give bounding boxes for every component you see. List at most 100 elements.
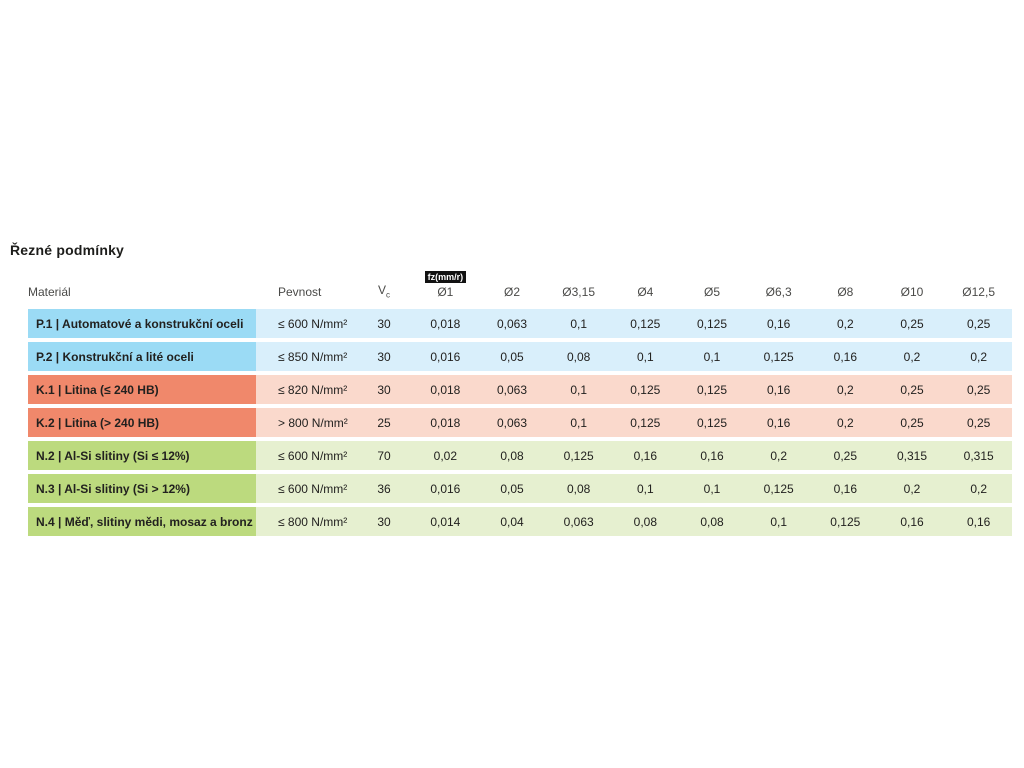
fz-value-cell: 0,125 — [611, 309, 679, 338]
fz-value-cell: 0,2 — [945, 474, 1012, 503]
fz-value-cell: 0,2 — [745, 441, 812, 470]
fz-value-cell: 0,1 — [745, 507, 812, 536]
fz-value-cell: 0,315 — [878, 441, 946, 470]
fz-value-cell: 0,018 — [412, 375, 479, 404]
strength-cell: ≤ 820 N/mm² — [256, 375, 356, 404]
fz-value-cell: 0,2 — [945, 342, 1012, 371]
fz-value-cell: 0,08 — [678, 507, 746, 536]
fz-value-cell: 0,016 — [412, 342, 479, 371]
table-row: N.3 | Al-Si slitiny (Si > 12%) ≤ 600 N/mm… — [28, 474, 1012, 503]
col-header-dia-6: Ø6,3 — [745, 285, 812, 302]
fz-value-cell: 0,2 — [811, 309, 879, 338]
fz-value-cell: 0,063 — [478, 309, 546, 338]
fz-value-cell: 0,16 — [878, 507, 946, 536]
fz-value-cell: 0,05 — [478, 474, 546, 503]
fz-value-cell: 0,08 — [545, 342, 612, 371]
fz-value-cell: 0,16 — [745, 408, 812, 437]
vc-cell: 30 — [356, 309, 412, 338]
fz-value-cell: 0,2 — [878, 474, 946, 503]
fz-value-cell: 0,16 — [811, 474, 879, 503]
strength-cell: ≤ 800 N/mm² — [256, 507, 356, 536]
fz-value-cell: 0,16 — [945, 507, 1012, 536]
col-header-strength: Pevnost — [278, 285, 322, 299]
fz-value-cell: 0,25 — [945, 309, 1012, 338]
col-header-dia-8: Ø10 — [879, 285, 946, 302]
strength-cell: > 800 N/mm² — [256, 408, 356, 437]
fz-value-cell: 0,125 — [545, 441, 612, 470]
material-cell: K.1 | Litina (≤ 240 HB) — [28, 375, 256, 404]
table-header-row: Materiál Pevnost Vc fz(mm/r) Ø1 Ø2 Ø3,15 Ø4 Ø… — [28, 271, 1012, 302]
col-header-material: Materiál — [28, 285, 71, 299]
fz-value-cell: 0,25 — [811, 441, 879, 470]
fz-value-cell: 0,02 — [412, 441, 479, 470]
col-header-dia-3: Ø3,15 — [545, 285, 612, 302]
fz-value-cell: 0,125 — [745, 342, 812, 371]
vc-cell: 70 — [356, 441, 412, 470]
vc-symbol: V — [377, 282, 386, 297]
col-header-label: Ø8 — [837, 285, 854, 299]
fz-value-cell: 0,04 — [478, 507, 546, 536]
fz-value-cell: 0,25 — [878, 408, 946, 437]
fz-value-cell: 0,1 — [611, 474, 679, 503]
table-body: P.1 | Automatové a konstrukční oceli ≤ 60… — [28, 309, 1012, 536]
fz-value-cell: 0,16 — [745, 375, 812, 404]
col-header-dia-1: fz(mm/r) Ø1 — [412, 271, 479, 302]
fz-value-cell: 0,018 — [412, 408, 479, 437]
fz-value-cell: 0,25 — [878, 375, 946, 404]
col-header-dia-7: Ø8 — [812, 285, 879, 302]
fz-value-cell: 0,1 — [545, 309, 612, 338]
table-row: K.2 | Litina (> 240 HB) > 800 N/mm² 25 0,01… — [28, 408, 1012, 437]
col-header-label: Ø6,3 — [765, 285, 792, 299]
strength-cell: ≤ 600 N/mm² — [256, 309, 356, 338]
table-row: N.4 | Měď, slitiny mědi, mosaz a bronz ≤ … — [28, 507, 1012, 536]
fz-unit-badge: fz(mm/r) — [424, 271, 467, 283]
strength-cell: ≤ 850 N/mm² — [256, 342, 356, 371]
fz-value-cell: 0,16 — [611, 441, 679, 470]
fz-value-cell: 0,125 — [745, 474, 812, 503]
fz-value-cell: 0,2 — [811, 375, 879, 404]
vc-cell: 30 — [356, 507, 412, 536]
material-cell: N.4 | Měď, slitiny mědi, mosaz a bronz — [28, 507, 256, 536]
col-header-label: Ø2 — [503, 285, 520, 299]
fz-value-cell: 0,25 — [878, 309, 946, 338]
fz-value-cell: 0,25 — [945, 408, 1012, 437]
material-cell: K.2 | Litina (> 240 HB) — [28, 408, 256, 437]
vc-cell: 25 — [356, 408, 412, 437]
fz-value-cell: 0,063 — [478, 408, 546, 437]
strength-cell: ≤ 600 N/mm² — [256, 441, 356, 470]
fz-value-cell: 0,16 — [745, 309, 812, 338]
fz-value-cell: 0,16 — [811, 342, 879, 371]
table-row: N.2 | Al-Si slitiny (Si ≤ 12%) ≤ 600 N/mm… — [28, 441, 1012, 470]
vc-cell: 30 — [356, 375, 412, 404]
col-header-label: Ø1 — [437, 285, 454, 299]
fz-value-cell: 0,1 — [611, 342, 679, 371]
vc-subscript: c — [386, 290, 390, 299]
fz-value-cell: 0,125 — [811, 507, 879, 536]
col-header-label: Ø12,5 — [962, 285, 995, 299]
fz-value-cell: 0,315 — [945, 441, 1012, 470]
fz-value-cell: 0,16 — [678, 441, 746, 470]
fz-value-cell: 0,018 — [412, 309, 479, 338]
table-row: K.1 | Litina (≤ 240 HB) ≤ 820 N/mm² 30 0,01… — [28, 375, 1012, 404]
col-header-dia-9: Ø12,5 — [945, 285, 1012, 302]
fz-value-cell: 0,125 — [611, 408, 679, 437]
cutting-conditions-table: Materiál Pevnost Vc fz(mm/r) Ø1 Ø2 Ø3,15 Ø4 Ø… — [28, 271, 1012, 536]
material-cell: N.3 | Al-Si slitiny (Si > 12%) — [28, 474, 256, 503]
fz-value-cell: 0,08 — [545, 474, 612, 503]
fz-value-cell: 0,125 — [678, 309, 746, 338]
material-cell: N.2 | Al-Si slitiny (Si ≤ 12%) — [28, 441, 256, 470]
vc-cell: 30 — [356, 342, 412, 371]
fz-value-cell: 0,1 — [545, 408, 612, 437]
col-header-label: Ø10 — [900, 285, 924, 299]
col-header-label: Ø5 — [703, 285, 720, 299]
fz-value-cell: 0,016 — [412, 474, 479, 503]
material-cell: P.2 | Konstrukční a lité oceli — [28, 342, 256, 371]
fz-value-cell: 0,1 — [678, 474, 746, 503]
fz-value-cell: 0,08 — [478, 441, 546, 470]
fz-value-cell: 0,063 — [545, 507, 612, 536]
page-title: Řezné podmínky — [10, 242, 125, 258]
col-header-dia-2: Ø2 — [479, 285, 546, 302]
col-header-dia-5: Ø5 — [679, 285, 746, 302]
col-header-dia-4: Ø4 — [612, 285, 679, 302]
col-header-label: Ø3,15 — [562, 285, 595, 299]
